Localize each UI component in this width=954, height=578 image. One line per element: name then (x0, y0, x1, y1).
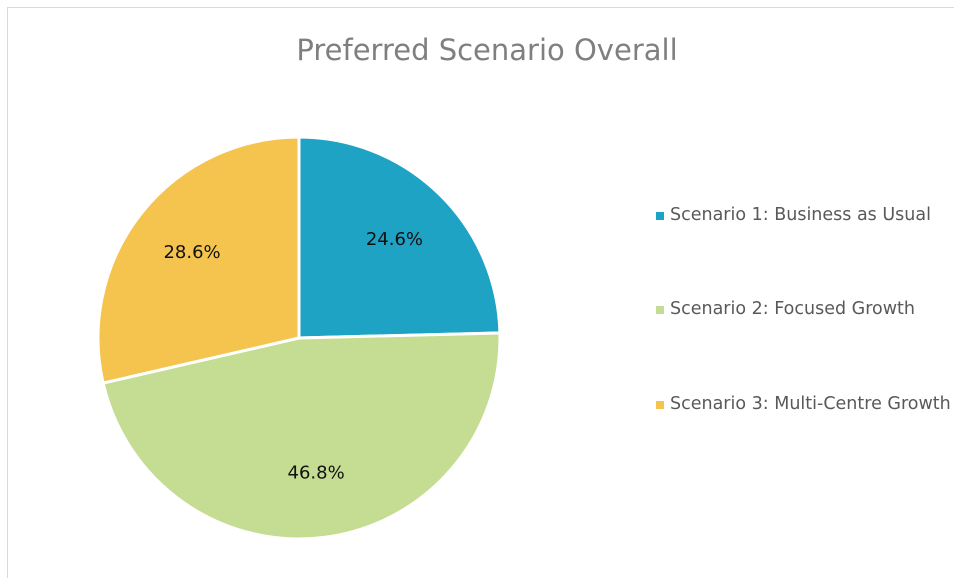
pie-slice (297, 135, 502, 340)
legend-label: Scenario 2: Focused Growth (670, 299, 915, 319)
legend-item: Scenario 2: Focused Growth (656, 298, 954, 321)
legend-item: Scenario 3: Multi-Centre Growth (656, 393, 954, 416)
pie-slice (101, 331, 502, 541)
data-label: 46.8% (288, 463, 345, 484)
data-label: 28.6% (163, 242, 220, 263)
pie-slice (96, 135, 301, 385)
legend-item: Scenario 1: Business as Usual (656, 204, 954, 227)
chart-title: Preferred Scenario Overall (296, 33, 677, 67)
data-label: 24.6% (366, 229, 423, 250)
legend-swatch (656, 306, 664, 314)
legend-label: Scenario 1: Business as Usual (670, 205, 931, 225)
legend-swatch (656, 401, 664, 409)
legend-label: Scenario 3: Multi-Centre Growth (670, 394, 951, 414)
chart-border (7, 7, 954, 578)
legend-swatch (656, 212, 664, 220)
